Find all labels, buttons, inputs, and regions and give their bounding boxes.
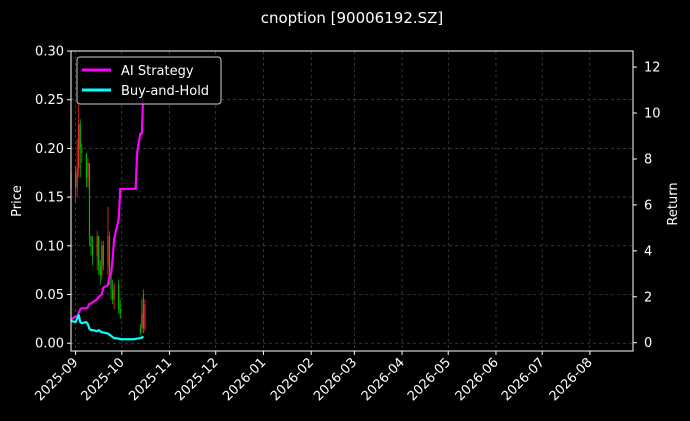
left-axis-tick-label: 0.25	[35, 93, 64, 108]
right-axis: 0 2 4 6 8 10 12	[633, 61, 661, 351]
candle-body	[78, 124, 80, 168]
candle-body	[75, 172, 77, 188]
candle-body	[111, 289, 114, 300]
legend-box	[76, 56, 222, 105]
left-axis-tick-label: 0.15	[35, 191, 64, 206]
candle-body	[99, 265, 101, 276]
candle-body	[96, 236, 98, 256]
candle-body	[85, 153, 87, 178]
left-axis-tick-label: 0.30	[35, 45, 64, 60]
candle-body	[139, 328, 141, 332]
candle-body	[110, 275, 112, 290]
candle-body	[101, 245, 103, 276]
candle-body	[90, 236, 92, 246]
right-axis-tick-label: 12	[644, 61, 661, 76]
candle-body	[141, 313, 143, 329]
legend-label-buy-and-hold: Buy-and-Hold	[121, 84, 209, 99]
candle-body	[98, 236, 100, 266]
candle-body	[81, 148, 83, 154]
series-lines	[70, 90, 145, 341]
candle-body	[102, 245, 104, 266]
legend: AI Strategy Buy-and-Hold	[76, 56, 222, 105]
right-axis-tick-label: 10	[644, 107, 661, 122]
right-axis-tick-label: 6	[644, 198, 652, 213]
candle-body	[79, 124, 81, 149]
candle-body	[88, 163, 91, 237]
left-axis-tick-label: 0.05	[35, 288, 64, 303]
right-axis-tick-label: 2	[644, 290, 652, 305]
plot-frame	[70, 50, 634, 352]
legend-label-ai-strategy: AI Strategy	[121, 64, 194, 79]
candle-body	[113, 284, 115, 300]
right-axis-tick-label: 8	[644, 152, 652, 167]
right-axis-tick-label: 4	[644, 244, 652, 259]
chart-title: cnoption [90006192.SZ]	[261, 9, 444, 27]
left-axis-label: Price	[10, 185, 25, 217]
candle-body	[144, 304, 146, 329]
series-line-buy-and-hold	[70, 314, 145, 341]
left-axis-tick-label: 0.00	[35, 337, 64, 352]
right-axis-tick-label: 0	[644, 336, 652, 351]
left-axis-tick-label: 0.20	[35, 142, 64, 157]
left-axis: 0.00 0.05 0.10 0.15 0.20 0.25 0.30	[35, 45, 71, 352]
candle-body	[119, 309, 121, 314]
left-axis-tick-label: 0.10	[35, 239, 64, 254]
candle-body	[107, 236, 109, 266]
candle-body	[76, 167, 78, 188]
candle-body	[118, 284, 120, 310]
candle-body	[108, 236, 111, 276]
series-line-ai-strategy	[70, 90, 145, 321]
candle-body	[142, 294, 144, 329]
candle-body	[91, 245, 94, 256]
candle-body	[87, 163, 89, 178]
right-axis-label: Return	[666, 182, 681, 225]
